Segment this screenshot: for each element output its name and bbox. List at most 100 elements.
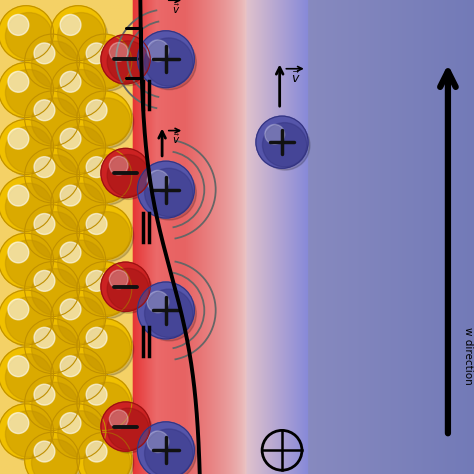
Circle shape [8, 413, 29, 434]
Circle shape [29, 437, 82, 474]
Circle shape [256, 116, 308, 168]
Circle shape [31, 268, 78, 315]
Circle shape [25, 319, 80, 374]
Circle shape [83, 382, 130, 429]
Circle shape [25, 432, 80, 474]
Circle shape [137, 31, 194, 88]
Circle shape [25, 148, 80, 203]
Circle shape [83, 439, 130, 474]
Circle shape [60, 185, 81, 206]
Circle shape [34, 43, 55, 64]
Circle shape [51, 119, 106, 174]
Circle shape [29, 39, 82, 91]
Circle shape [142, 427, 196, 474]
Circle shape [145, 38, 193, 86]
Circle shape [29, 380, 82, 432]
Circle shape [31, 155, 78, 201]
Circle shape [147, 40, 169, 62]
Circle shape [0, 63, 54, 118]
Circle shape [51, 404, 106, 459]
Circle shape [0, 176, 54, 231]
Circle shape [34, 441, 55, 462]
Text: w direction: w direction [463, 327, 473, 384]
Circle shape [147, 170, 169, 192]
Circle shape [55, 409, 108, 461]
Circle shape [86, 100, 107, 121]
Circle shape [107, 41, 149, 82]
Circle shape [8, 299, 29, 320]
Circle shape [145, 429, 193, 474]
Circle shape [55, 352, 108, 404]
Circle shape [77, 262, 132, 317]
Circle shape [82, 39, 134, 91]
Circle shape [109, 270, 128, 289]
Circle shape [82, 96, 134, 148]
Circle shape [31, 382, 78, 429]
Circle shape [265, 125, 284, 144]
Circle shape [58, 183, 104, 230]
Circle shape [58, 297, 104, 344]
Circle shape [86, 214, 107, 235]
Circle shape [5, 354, 52, 401]
Circle shape [101, 148, 150, 198]
Circle shape [34, 214, 55, 235]
Circle shape [83, 326, 130, 372]
Circle shape [8, 185, 29, 206]
Circle shape [86, 43, 107, 64]
Circle shape [137, 282, 194, 339]
Circle shape [0, 404, 54, 459]
Circle shape [107, 155, 149, 196]
Circle shape [101, 35, 150, 84]
Circle shape [5, 410, 52, 457]
Circle shape [147, 291, 169, 313]
Circle shape [105, 406, 152, 453]
Circle shape [3, 67, 55, 119]
Circle shape [3, 295, 55, 347]
Circle shape [58, 240, 104, 287]
Circle shape [82, 210, 134, 262]
Circle shape [51, 290, 106, 345]
Circle shape [83, 212, 130, 258]
Circle shape [5, 127, 52, 173]
Circle shape [145, 168, 193, 217]
Circle shape [8, 356, 29, 377]
Circle shape [101, 402, 150, 451]
Circle shape [142, 36, 196, 90]
Circle shape [86, 441, 107, 462]
Circle shape [0, 6, 54, 61]
Circle shape [8, 72, 29, 92]
Circle shape [5, 297, 52, 344]
Text: $\vec{v}$: $\vec{v}$ [172, 3, 180, 16]
Circle shape [77, 205, 132, 260]
Circle shape [3, 10, 55, 63]
Circle shape [60, 299, 81, 320]
Circle shape [34, 384, 55, 405]
Circle shape [31, 212, 78, 258]
Text: $\vec{v}$: $\vec{v}$ [291, 71, 301, 86]
Circle shape [3, 181, 55, 233]
Circle shape [5, 13, 52, 59]
Circle shape [60, 128, 81, 149]
Circle shape [58, 354, 104, 401]
Circle shape [101, 262, 150, 311]
Circle shape [0, 290, 54, 345]
Circle shape [263, 123, 307, 167]
Circle shape [60, 413, 81, 434]
Circle shape [137, 161, 194, 218]
Circle shape [82, 153, 134, 205]
Circle shape [60, 15, 81, 36]
Circle shape [82, 437, 134, 474]
Circle shape [8, 128, 29, 149]
Circle shape [34, 100, 55, 121]
Circle shape [3, 124, 55, 176]
Circle shape [25, 262, 80, 317]
Circle shape [142, 166, 196, 220]
Circle shape [0, 233, 54, 288]
Circle shape [83, 98, 130, 145]
Circle shape [86, 384, 107, 405]
Circle shape [109, 43, 128, 61]
Circle shape [29, 266, 82, 319]
Circle shape [3, 352, 55, 404]
Circle shape [58, 127, 104, 173]
Circle shape [55, 181, 108, 233]
